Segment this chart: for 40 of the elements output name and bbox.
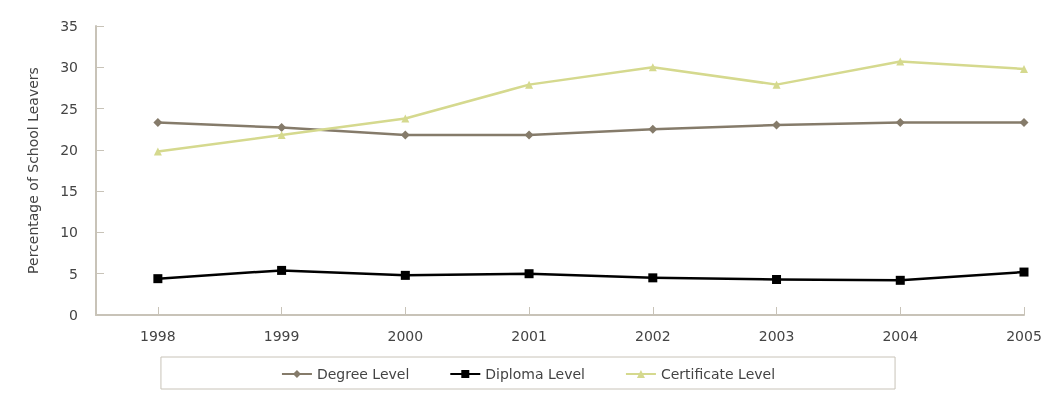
point: [895, 275, 905, 285]
y-tick-label: 25: [60, 100, 78, 117]
point: [277, 130, 286, 139]
y-tick-label: 20: [60, 141, 78, 158]
point: [1019, 118, 1029, 128]
point: [153, 147, 162, 156]
point: [277, 123, 287, 133]
x-tick-label: 2001: [511, 328, 547, 344]
legend-label: Degree Level: [316, 366, 410, 382]
point: [1019, 267, 1029, 277]
y-tick-label: 30: [60, 59, 78, 76]
point: [153, 118, 163, 128]
point: [648, 124, 658, 134]
point: [524, 269, 534, 279]
point: [896, 57, 905, 66]
x-tick-label: 2005: [1006, 328, 1042, 344]
x-tick-label: 2003: [758, 328, 795, 344]
point: [400, 270, 410, 280]
point: [153, 274, 163, 284]
x-tick-label: 1999: [263, 328, 300, 344]
y-tick-label: 5: [69, 265, 78, 282]
x-tick-label: 2002: [634, 328, 671, 344]
y-axis-title: Percentage of School Leavers: [25, 67, 41, 274]
y-tick-label: 0: [69, 307, 78, 323]
legend-label: Diploma Level: [485, 366, 585, 382]
point: [524, 130, 534, 140]
point: [277, 265, 287, 275]
point: [1020, 64, 1028, 73]
x-tick-label: 2000: [387, 328, 424, 344]
x-tick-label: 2004: [882, 328, 919, 344]
x-tick-label: 1998: [140, 328, 176, 344]
point: [772, 80, 781, 89]
point: [772, 274, 782, 284]
y-tick-label: 10: [60, 224, 78, 241]
point: [648, 273, 658, 283]
legend-label: Certificate Level: [660, 366, 776, 382]
point: [895, 118, 905, 128]
point: [525, 80, 534, 89]
y-tick-label: 35: [60, 18, 78, 34]
y-tick-label: 15: [60, 183, 78, 200]
